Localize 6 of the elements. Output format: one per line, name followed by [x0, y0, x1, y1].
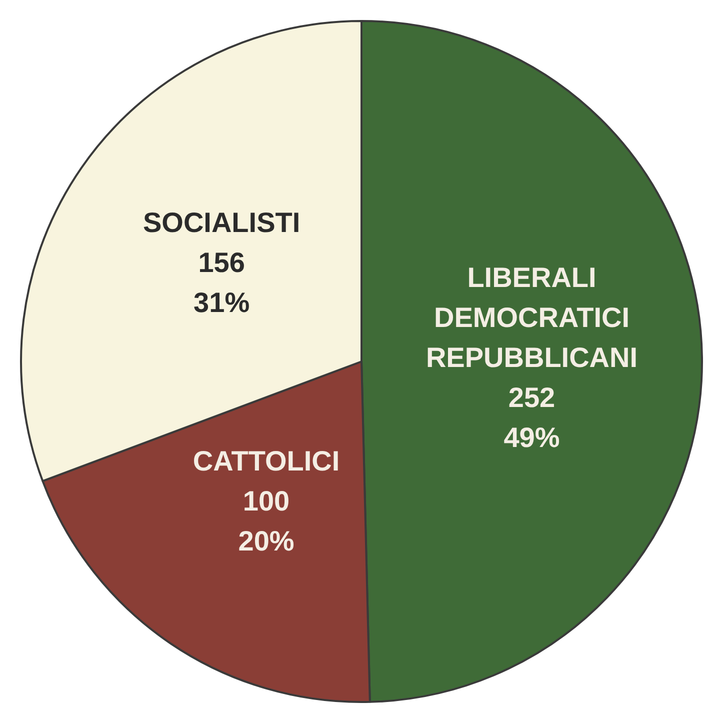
slice-label: SOCIALISTI — [143, 207, 300, 238]
slice-label: CATTOLICI — [192, 445, 340, 476]
slice-label: LIBERALI DEMOCRATICI REPUBBLICANI — [426, 262, 638, 374]
data-label: 156 31% — [194, 247, 250, 318]
data-label: 100 20% — [238, 485, 294, 556]
data-label: 252 49% — [504, 382, 560, 454]
